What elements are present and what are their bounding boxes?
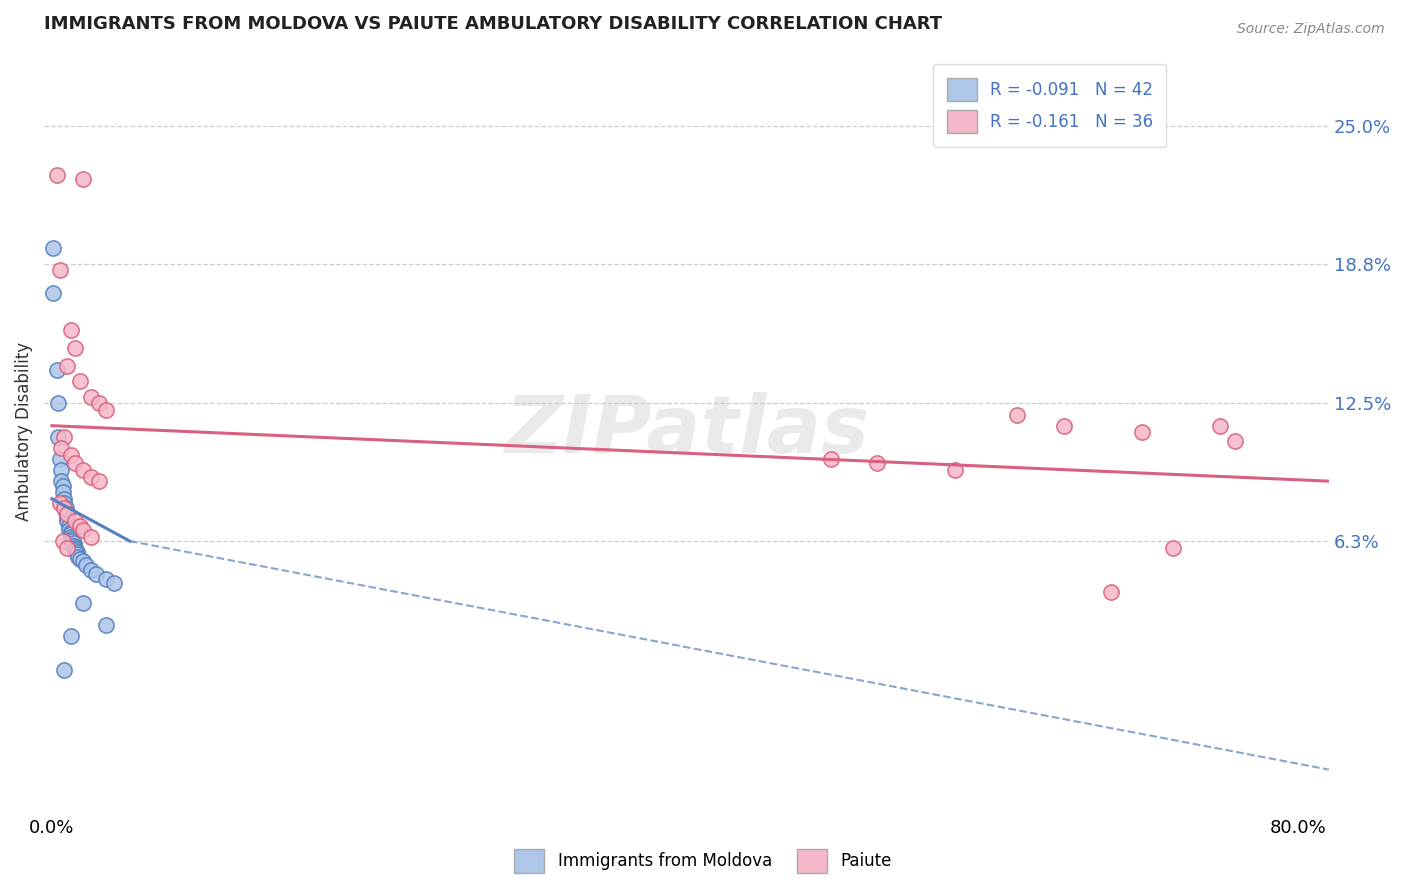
Point (56, 508, 79, 522)
Point (1130, 425, 1153, 440)
Point (60, 532, 83, 546)
Point (80, 563, 103, 577)
Text: Source: ZipAtlas.com: Source: ZipAtlas.com (1237, 22, 1385, 37)
Point (51, 463, 73, 477)
Point (80, 469, 103, 483)
Point (52, 534, 75, 549)
Point (48, 263, 70, 277)
Point (59, 448, 82, 462)
Point (53, 500, 76, 515)
Point (820, 452, 842, 467)
Point (55, 500, 77, 515)
Point (72, 523, 94, 537)
Point (1053, 418, 1076, 433)
Point (96, 403, 118, 417)
Point (42, 241, 65, 255)
Text: IMMIGRANTS FROM MOLDOVA VS PAIUTE AMBULATORY DISABILITY CORRELATION CHART: IMMIGRANTS FROM MOLDOVA VS PAIUTE AMBULA… (44, 15, 942, 33)
Point (80, 390, 103, 404)
Point (53, 430, 76, 444)
Point (69, 374, 91, 388)
Point (72, 463, 94, 477)
Point (51, 441, 73, 455)
Point (48, 496, 70, 510)
Legend: R = -0.091   N = 42, R = -0.161   N = 36: R = -0.091 N = 42, R = -0.161 N = 36 (934, 64, 1167, 146)
Point (59, 530, 82, 544)
Point (51, 474, 73, 488)
Point (67, 549, 90, 564)
Point (56, 514, 79, 528)
Point (59, 323, 82, 337)
Point (65, 543, 87, 558)
Point (72, 554, 94, 568)
Point (75, 558, 97, 573)
Legend: Immigrants from Moldova, Paiute: Immigrants from Moldova, Paiute (508, 842, 898, 880)
Point (52, 478, 75, 492)
Point (96, 572, 118, 586)
Point (46, 396, 69, 410)
Point (1007, 408, 1029, 422)
Point (53, 496, 76, 510)
Point (62, 539, 84, 553)
Point (80, 530, 103, 544)
Text: ZIPatlas: ZIPatlas (503, 392, 869, 470)
Point (42, 285, 65, 300)
Point (1161, 541, 1184, 555)
Point (1099, 585, 1122, 599)
Point (65, 514, 87, 528)
Point (84, 567, 107, 582)
Point (53, 663, 76, 677)
Point (53, 491, 76, 506)
Point (96, 618, 118, 632)
Point (59, 630, 82, 644)
Point (72, 596, 94, 610)
Point (56, 512, 79, 526)
Point (943, 463, 966, 477)
Point (56, 508, 79, 522)
Y-axis label: Ambulatory Disability: Ambulatory Disability (15, 342, 32, 521)
Point (103, 576, 125, 591)
Point (45, 168, 67, 182)
Point (1209, 418, 1232, 433)
Point (60, 534, 83, 549)
Point (65, 541, 87, 555)
Point (56, 359, 79, 373)
Point (87, 474, 110, 488)
Point (866, 457, 889, 471)
Point (69, 551, 91, 566)
Point (69, 518, 91, 533)
Point (58, 518, 80, 533)
Point (45, 363, 67, 377)
Point (58, 523, 80, 537)
Point (65, 457, 87, 471)
Point (56, 541, 79, 555)
Point (62, 536, 84, 550)
Point (72, 172, 94, 186)
Point (59, 525, 82, 540)
Point (1225, 434, 1247, 449)
Point (87, 396, 110, 410)
Point (66, 545, 89, 559)
Point (66, 547, 89, 561)
Point (59, 527, 82, 541)
Point (46, 430, 69, 444)
Point (65, 341, 87, 355)
Point (52, 485, 75, 500)
Point (48, 452, 70, 467)
Point (55, 505, 77, 519)
